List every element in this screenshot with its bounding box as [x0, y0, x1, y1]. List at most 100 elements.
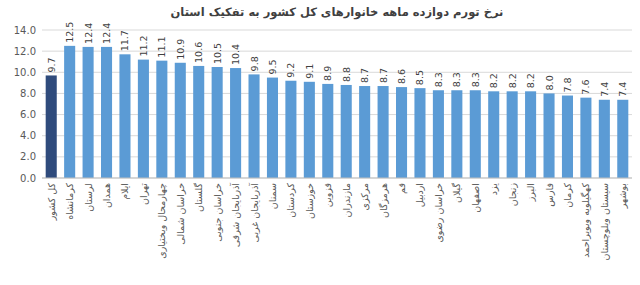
bar	[599, 100, 610, 178]
bar	[138, 60, 149, 178]
x-tick-label: کهگیلویه وبویراحمد	[580, 183, 591, 258]
bar	[396, 87, 407, 178]
bar	[507, 91, 518, 178]
bar	[64, 46, 75, 178]
bar	[156, 61, 167, 178]
data-label: 10.6	[193, 42, 204, 63]
data-label: 8.7	[359, 68, 370, 83]
bar	[359, 86, 370, 178]
x-tick-label: بوشهر	[617, 183, 628, 209]
grid-line	[42, 30, 632, 31]
title: نرخ تورم دوازده ماهه خانوارهای کل کشور ب…	[171, 5, 504, 20]
x-tick-label: گلستان	[193, 183, 204, 212]
bar	[83, 47, 94, 178]
bar	[322, 84, 333, 178]
data-label: 8.0	[544, 75, 555, 90]
x-tick-label: کردستان	[285, 183, 296, 218]
x-tick-label: خراسان رضوی	[433, 183, 444, 243]
x-tick-label: اصفهان	[470, 183, 481, 213]
bar	[230, 68, 241, 178]
x-tick-label: سمنان	[267, 183, 278, 209]
bar	[46, 75, 57, 178]
background	[0, 0, 640, 285]
data-label: 8.2	[507, 73, 518, 88]
y-tick-label: 2.0	[20, 151, 36, 162]
x-tick-label: سیستان وبلوچستان	[599, 183, 610, 260]
bar	[304, 82, 315, 178]
x-tick-label: خراسان جنوبی	[212, 183, 223, 242]
data-label: 7.4	[599, 82, 610, 97]
data-label: 12.4	[101, 23, 112, 44]
data-label: 9.8	[249, 56, 260, 71]
x-tick-label: لرستان	[83, 183, 94, 212]
x-tick-label: آذربایجان غربی	[248, 183, 260, 243]
bar	[193, 66, 204, 178]
data-label: 9.5	[267, 59, 278, 74]
x-tick-label: آذربایجان شرقی	[229, 183, 241, 248]
bar	[212, 67, 223, 178]
data-label: 8.5	[414, 70, 425, 85]
bar	[580, 98, 591, 178]
bar	[433, 90, 444, 178]
x-tick-label: گیلان	[451, 183, 462, 204]
data-label: 8.3	[433, 72, 444, 87]
x-tick-label: مرکزی	[359, 183, 370, 211]
data-label: 9.2	[285, 63, 296, 78]
data-label: 8.3	[451, 72, 462, 87]
data-label: 8.6	[396, 69, 407, 84]
x-tick-label: مازندران	[341, 183, 352, 217]
x-axis	[42, 178, 632, 179]
x-tick-label: همدان	[101, 183, 112, 208]
y-tick-label: 12.0	[14, 46, 36, 57]
data-label: 11.2	[138, 35, 149, 56]
y-tick-label: 0.0	[20, 173, 36, 184]
x-tick-label: کرمان	[562, 183, 573, 208]
data-label: 12.4	[83, 23, 94, 44]
data-label: 8.7	[378, 68, 389, 83]
bar	[414, 88, 425, 178]
x-tick-label: البرز	[525, 183, 536, 202]
bar	[175, 63, 186, 178]
x-tick-label: هرمزگان	[378, 183, 389, 218]
bar	[470, 90, 481, 178]
bar	[101, 47, 112, 178]
bar	[488, 91, 499, 178]
data-label: 8.3	[470, 72, 481, 87]
x-tick-label: قزوین	[322, 183, 333, 207]
y-tick-label: 4.0	[20, 130, 36, 141]
bar	[544, 93, 555, 178]
y-tick-label: 14.0	[14, 25, 36, 36]
x-tick-label: خراسان شمالی	[175, 183, 186, 245]
y-tick-label: 10.0	[14, 67, 36, 78]
data-label: 10.5	[212, 43, 223, 64]
data-label: 11.7	[119, 30, 130, 51]
data-label: 8.2	[525, 73, 536, 88]
data-label: 8.8	[341, 67, 352, 82]
bar	[378, 86, 389, 178]
bar	[285, 81, 296, 178]
x-tick-label: ایلام	[119, 183, 130, 200]
bar	[267, 78, 278, 178]
grid-line	[42, 178, 632, 179]
data-label: 8.2	[488, 73, 499, 88]
data-label: 11.1	[156, 37, 167, 58]
bar	[119, 54, 130, 178]
y-tick-label: 8.0	[20, 88, 36, 99]
data-label: 7.8	[562, 77, 573, 92]
data-label: 12.5	[64, 22, 75, 43]
y-tick-label: 6.0	[20, 109, 36, 120]
x-tick-label: قم	[396, 183, 408, 194]
x-tick-label: اردبیل	[414, 183, 425, 207]
x-tick-label: کل کشور	[46, 183, 57, 222]
bar	[249, 74, 260, 178]
data-label: 7.6	[580, 80, 591, 95]
data-label: 7.4	[617, 82, 628, 97]
x-tick-label: فارس	[544, 183, 555, 207]
bar	[451, 90, 462, 178]
bar	[525, 91, 536, 178]
data-label: 10.4	[230, 44, 241, 65]
grid-line	[42, 51, 632, 52]
x-tick-label: یزد	[488, 183, 499, 195]
x-tick-label: زنجان	[507, 183, 518, 207]
bars	[46, 46, 629, 178]
